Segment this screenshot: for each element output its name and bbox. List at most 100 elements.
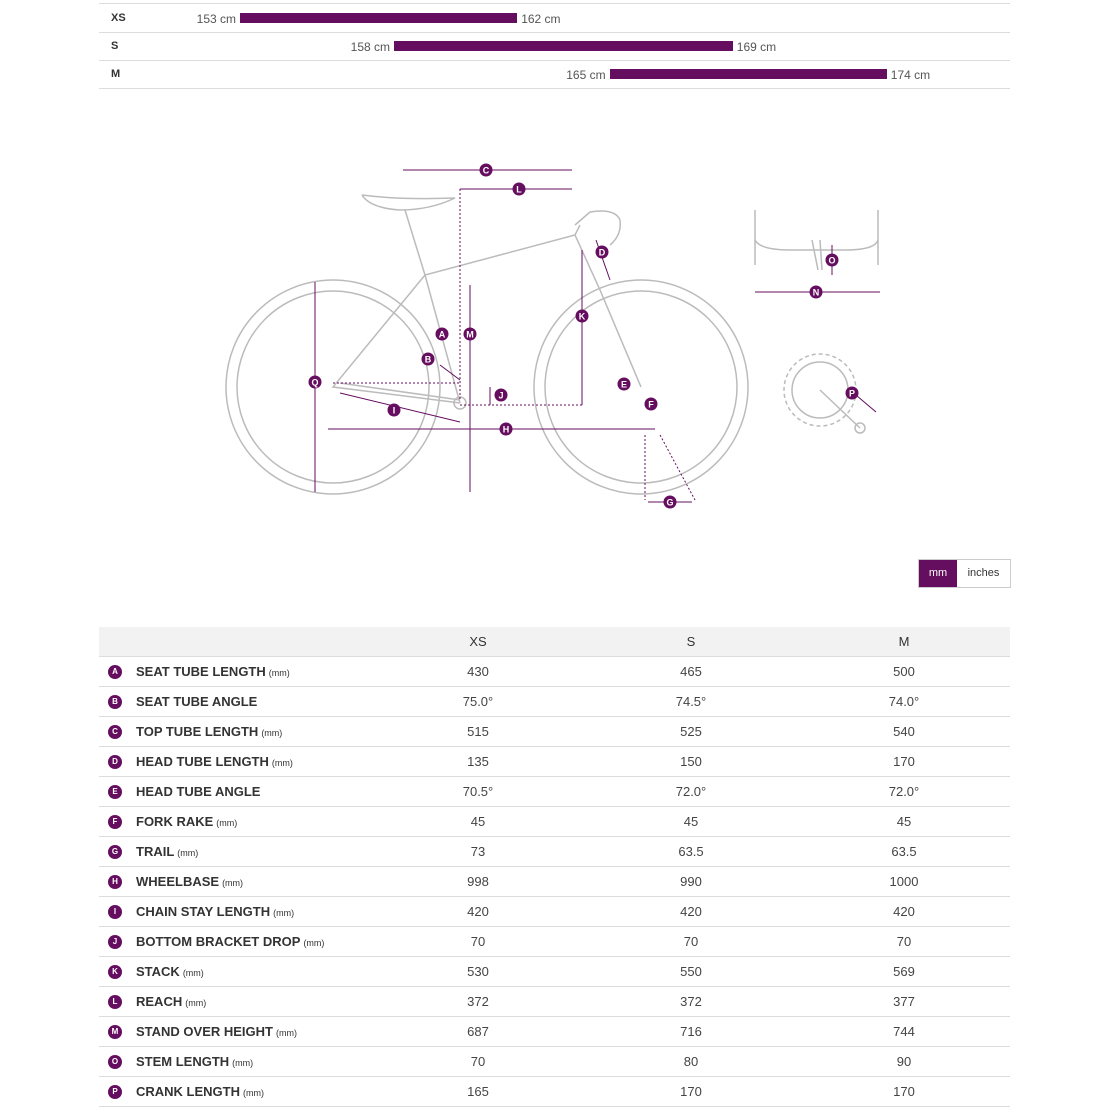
cell-value: 430 bbox=[467, 664, 489, 679]
table-row: D HEAD TUBE LENGTH (mm) 135 150 170 bbox=[99, 747, 1010, 777]
column-header: XS bbox=[469, 634, 487, 649]
geometry-diagram: C L D A M K B Q J E F I H G O N P bbox=[225, 163, 880, 509]
row-name: STEM LENGTH (mm) bbox=[136, 1054, 253, 1069]
cell-value: 72.0° bbox=[675, 784, 707, 799]
row-name: REACH (mm) bbox=[136, 994, 206, 1009]
height-bar bbox=[394, 41, 733, 51]
row-name-text: TRAIL bbox=[136, 844, 175, 859]
label-badge bbox=[809, 285, 823, 299]
unit-button[interactable]: mm bbox=[919, 560, 957, 587]
row-unit: (mm) bbox=[185, 998, 207, 1008]
row-unit: (mm) bbox=[268, 668, 290, 678]
cell-value: 1000 bbox=[889, 874, 919, 889]
size-row: M 165 cm 174 cm bbox=[99, 60, 1010, 89]
row-badge: C bbox=[108, 725, 122, 739]
row-name-text: CRANK LENGTH bbox=[136, 1084, 240, 1099]
cell-value: 530 bbox=[467, 964, 489, 979]
label-badge bbox=[825, 253, 839, 267]
cell-value: 515 bbox=[467, 724, 489, 739]
row-name: TOP TUBE LENGTH (mm) bbox=[136, 724, 282, 739]
height-min: 158 cm bbox=[350, 40, 390, 54]
row-name-text: TOP TUBE LENGTH bbox=[136, 724, 259, 739]
unit-button[interactable]: inches bbox=[967, 567, 1000, 579]
column-header: M bbox=[898, 634, 910, 649]
cell-value: 420 bbox=[467, 904, 489, 919]
label-badge bbox=[479, 163, 493, 177]
row-badge: K bbox=[108, 965, 122, 979]
label-badge bbox=[575, 309, 589, 323]
label-badge bbox=[463, 327, 477, 341]
row-unit: (mm) bbox=[261, 728, 283, 738]
row-unit: (mm) bbox=[271, 758, 293, 768]
label-badge bbox=[595, 245, 609, 259]
height-bar bbox=[240, 13, 518, 23]
cell-value: 372 bbox=[680, 994, 702, 1009]
size-label: M bbox=[111, 68, 121, 80]
height-min: 165 cm bbox=[566, 68, 606, 82]
row-badge: B bbox=[108, 695, 122, 709]
row-name: CHAIN STAY LENGTH (mm) bbox=[136, 904, 294, 919]
cell-value: 998 bbox=[467, 874, 489, 889]
row-badge: J bbox=[108, 935, 122, 949]
label-letter: Q bbox=[311, 378, 318, 388]
label-badge bbox=[387, 403, 401, 417]
label-letter: N bbox=[813, 288, 820, 298]
cell-value: 135 bbox=[467, 754, 489, 769]
label-badge bbox=[512, 182, 526, 196]
column-header: S bbox=[686, 634, 696, 649]
row-badge: L bbox=[108, 995, 122, 1009]
row-name: HEAD TUBE ANGLE bbox=[136, 784, 260, 799]
label-badge bbox=[644, 397, 658, 411]
diagram-labels: C L D A M K B Q J E F I H G O N P bbox=[308, 163, 859, 509]
table-row: K STACK (mm) 530 550 569 bbox=[99, 957, 1010, 987]
row-name: CRANK LENGTH (mm) bbox=[136, 1084, 264, 1099]
height-min: 153 cm bbox=[196, 12, 236, 26]
row-unit: (mm) bbox=[243, 1088, 264, 1098]
table-row: H WHEELBASE (mm) 998 990 1000 bbox=[99, 867, 1010, 897]
row-name: SEAT TUBE LENGTH (mm) bbox=[136, 664, 290, 679]
dimension-lines bbox=[314, 169, 880, 503]
cell-value: 377 bbox=[893, 994, 915, 1009]
label-letter: F bbox=[648, 400, 654, 410]
row-name: STACK (mm) bbox=[136, 964, 204, 979]
cell-value: 74.5° bbox=[675, 694, 707, 709]
table-row: P CRANK LENGTH (mm) 165 170 170 bbox=[99, 1077, 1010, 1107]
cell-value: 540 bbox=[893, 724, 915, 739]
size-label: XS bbox=[111, 12, 126, 24]
cell-value: 90 bbox=[896, 1054, 912, 1069]
table-row: A SEAT TUBE LENGTH (mm) 430 465 500 bbox=[99, 657, 1010, 687]
cell-value: 150 bbox=[680, 754, 702, 769]
row-name: WHEELBASE (mm) bbox=[136, 874, 243, 889]
row-badge: H bbox=[108, 875, 122, 889]
height-max: 174 cm bbox=[890, 68, 931, 82]
cell-value: 63.5 bbox=[678, 844, 704, 859]
row-name-text: STAND OVER HEIGHT bbox=[136, 1024, 273, 1039]
row-badge: D bbox=[108, 755, 122, 769]
label-letter: A bbox=[439, 330, 446, 340]
row-name-text: FORK RAKE bbox=[136, 814, 214, 829]
row-name-text: HEAD TUBE LENGTH bbox=[136, 754, 269, 769]
cell-value: 165 bbox=[467, 1084, 489, 1099]
cell-value: 170 bbox=[893, 754, 915, 769]
row-badge: E bbox=[108, 785, 122, 799]
cell-value: 63.5 bbox=[891, 844, 917, 859]
label-letter: D bbox=[599, 248, 606, 258]
height-max: 169 cm bbox=[736, 40, 777, 54]
row-badge: M bbox=[108, 1025, 122, 1039]
label-letter: J bbox=[498, 391, 503, 401]
row-unit: (mm) bbox=[273, 908, 295, 918]
cell-value: 744 bbox=[893, 1024, 915, 1039]
label-badge bbox=[421, 352, 435, 366]
label-badge bbox=[845, 386, 859, 400]
cell-value: 74.0° bbox=[888, 694, 920, 709]
cell-value: 500 bbox=[893, 664, 915, 679]
size-row: XS 153 cm 162 cm bbox=[99, 4, 1010, 33]
cell-value: 73 bbox=[470, 844, 486, 859]
table-row: J BOTTOM BRACKET DROP (mm) 70 70 70 bbox=[99, 927, 1010, 957]
cell-value: 550 bbox=[680, 964, 702, 979]
cell-value: 80 bbox=[683, 1054, 699, 1069]
table-row: O STEM LENGTH (mm) 70 80 90 bbox=[99, 1047, 1010, 1077]
label-letter: O bbox=[828, 256, 835, 266]
height-max: 162 cm bbox=[521, 12, 561, 26]
